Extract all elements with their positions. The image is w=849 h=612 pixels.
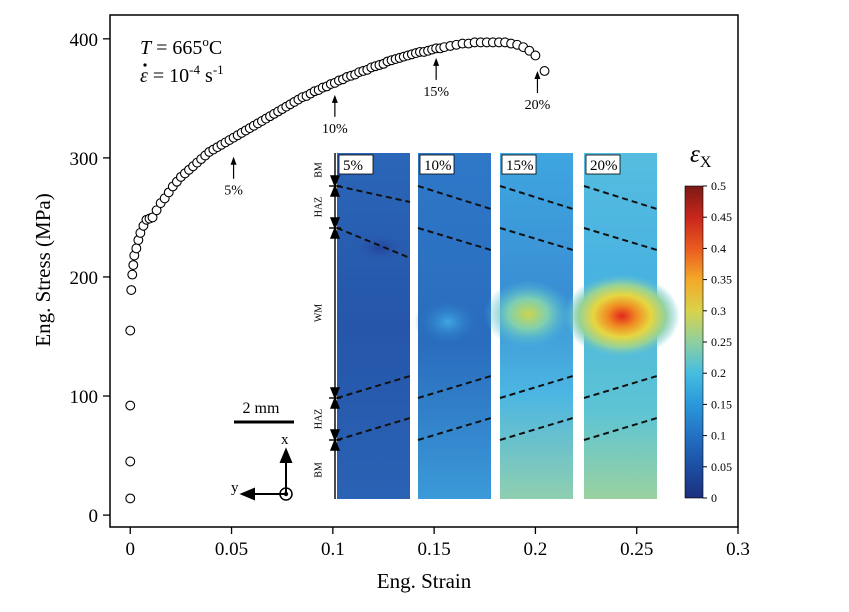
colorbar-tick-label: 0.3: [711, 304, 726, 318]
colorbar-tick-label: 0.1: [711, 429, 726, 443]
data-point: [125, 400, 136, 411]
x-tick-label: 0.2: [524, 539, 548, 560]
rate-eq: = 10: [148, 65, 189, 87]
data-point: [126, 285, 137, 296]
data-point: [125, 456, 136, 467]
strain-rate-annotation: ε = 10-4 s-1: [140, 62, 224, 87]
temp-sup: o: [202, 34, 209, 49]
strain-panel-15: [484, 153, 573, 499]
data-points: [125, 37, 550, 504]
temperature-annotation: T = 665oC: [140, 34, 222, 59]
strain-arrowhead: [534, 71, 541, 80]
rate-unit: s: [200, 65, 213, 87]
strain-panel-20: [564, 153, 680, 499]
y-axis-label: Eng. Stress (MPa): [31, 193, 55, 346]
temp-unit: C: [209, 37, 222, 59]
panel-label-box: [501, 154, 537, 175]
y-tick-label: 100: [70, 387, 99, 408]
x-tick-label: 0.25: [620, 539, 653, 560]
x-axis-label: Eng. Strain: [377, 569, 472, 593]
strain-arrowhead: [230, 156, 237, 165]
x-tick-label: 0.1: [321, 539, 345, 560]
zone-dimension-lines: [329, 153, 341, 499]
zone-label: HAZ: [313, 409, 324, 430]
colorbar-tick-label: 0.15: [711, 397, 732, 411]
y-tick-label: 0: [89, 506, 99, 527]
axis-y-label: y: [231, 480, 239, 496]
strain-map-inset: 5% 10% 15% 20%: [313, 141, 732, 505]
colorbar-tick-label: 0.45: [711, 210, 732, 224]
zone-label: WM: [313, 304, 324, 322]
data-point: [530, 50, 541, 61]
strain-arrowhead: [433, 57, 440, 66]
y-tick-label: 200: [70, 268, 99, 289]
strain-arrow-label: 15%: [423, 85, 449, 100]
strain-arrowhead: [331, 94, 338, 103]
colorbar-tick-label: 0.5: [711, 179, 726, 193]
panel-label: 15%: [506, 158, 534, 174]
rate-var: ε: [140, 65, 148, 87]
zone-label: HAZ: [313, 197, 324, 218]
plot-frame: [109, 14, 739, 528]
colorbar-ticks: 0 0.05 0.1 0.15 0.2 0.25 0.3 0.35 0.4 0.45 0.5: [703, 179, 732, 505]
panel-label-box: [585, 154, 621, 175]
data-point: [131, 243, 142, 254]
colorbar-title-symbol: ε: [690, 141, 700, 168]
scale-bar-label: 2 mm: [243, 400, 280, 417]
coordinate-axes: [239, 447, 293, 501]
x-tick-label: 0.3: [726, 539, 750, 560]
rate-sup: -4: [189, 62, 200, 77]
strain-arrows: 5% 10% 15% 20%: [224, 57, 551, 199]
panel-label: 5%: [343, 158, 363, 174]
scale-bar: 2 mm: [234, 400, 294, 424]
panel-label: 20%: [590, 158, 618, 174]
x-tick-label: 0: [126, 539, 136, 560]
panel-label: 10%: [424, 158, 452, 174]
colorbar-tick-label: 0.2: [711, 366, 726, 380]
x-axis-ticks: 0 0.05 0.1 0.15 0.2 0.25 0.3: [126, 527, 750, 560]
rate-unit-sup: -1: [213, 62, 224, 77]
axis-x-label: x: [281, 432, 289, 448]
temp-value: = 665: [151, 37, 202, 59]
panel-label-box: [419, 154, 455, 175]
data-point: [127, 269, 138, 280]
colorbar-tick-label: 0.25: [711, 335, 732, 349]
rate-dot: [143, 63, 147, 67]
strain-arrow-label: 5%: [224, 184, 243, 199]
zone-boundaries: [336, 185, 658, 441]
strain-panel-10: [414, 153, 491, 499]
y-tick-label: 400: [70, 30, 99, 51]
y-tick-label: 300: [70, 149, 99, 170]
strain-panel-5: [337, 153, 410, 499]
data-point: [125, 493, 136, 504]
strain-arrow-label: 20%: [525, 98, 551, 113]
colorbar: [684, 185, 704, 499]
colorbar-tick-label: 0.05: [711, 460, 732, 474]
zone-label: BM: [313, 462, 324, 478]
x-tick-label: 0.05: [215, 539, 248, 560]
data-point: [539, 66, 550, 76]
y-axis-ticks: 0 100 200 300 400: [70, 30, 110, 527]
panel-label-box: [338, 154, 374, 175]
zone-label: BM: [313, 162, 324, 178]
strain-arrow-label: 10%: [322, 122, 348, 137]
data-point: [128, 260, 139, 270]
data-point: [125, 325, 136, 336]
colorbar-title-sub: X: [700, 154, 712, 171]
colorbar-tick-label: 0.35: [711, 273, 732, 287]
colorbar-tick-label: 0.4: [711, 241, 726, 255]
colorbar-title: εX: [690, 141, 712, 171]
temp-var: T: [140, 37, 153, 59]
colorbar-tick-label: 0: [711, 491, 717, 505]
x-tick-label: 0.15: [418, 539, 451, 560]
